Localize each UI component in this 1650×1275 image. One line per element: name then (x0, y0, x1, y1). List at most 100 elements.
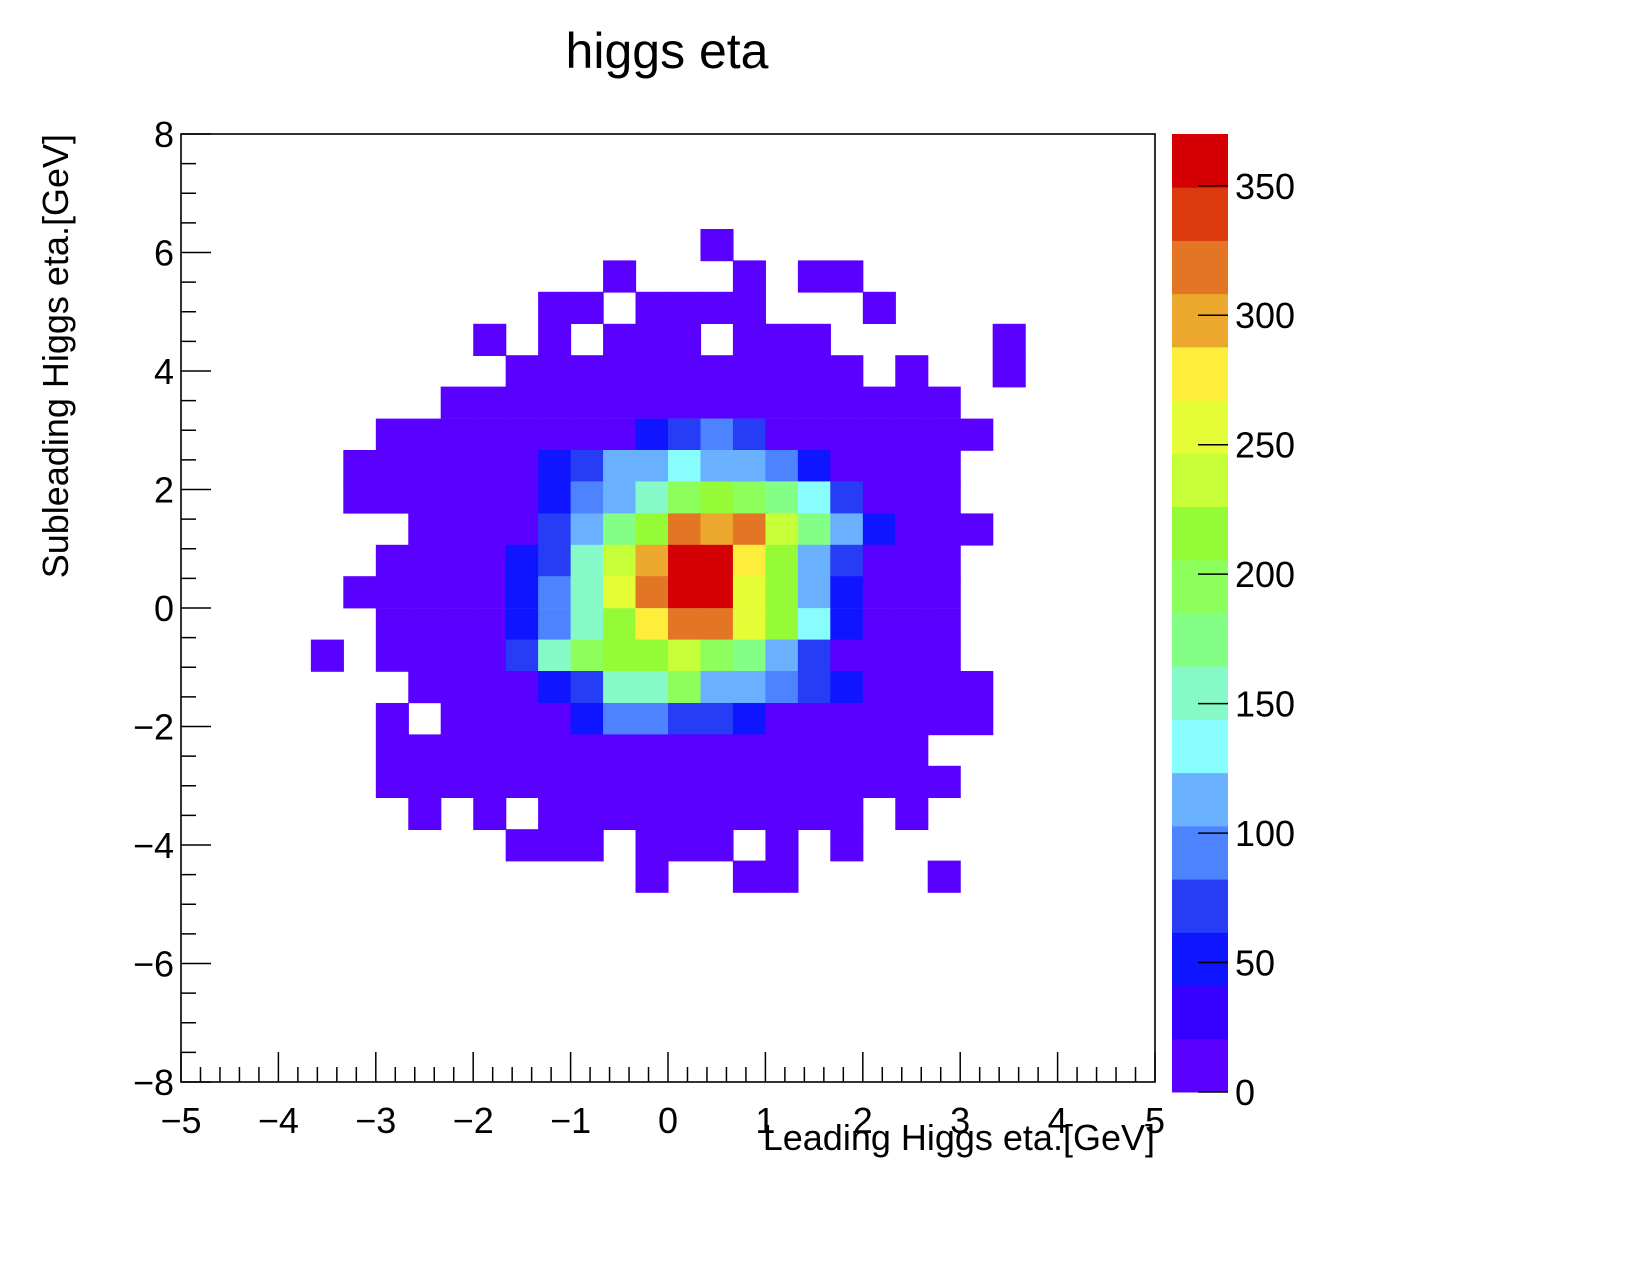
heatmap-cell (797, 671, 831, 704)
heatmap-cell (668, 576, 702, 609)
heatmap-cell (668, 608, 702, 641)
heatmap-cell (408, 734, 442, 767)
heatmap-cell (635, 639, 669, 672)
y-tick-label: −8 (133, 1062, 174, 1103)
colorbar-tick-label: 300 (1235, 295, 1295, 336)
heatmap-cell (700, 797, 734, 830)
heatmap-cell (668, 829, 702, 862)
colorbar-segment (1172, 293, 1228, 348)
heatmap-cell (862, 481, 896, 514)
heatmap-cell (440, 481, 474, 514)
heatmap-cell (408, 797, 442, 830)
heatmap-cell (895, 608, 929, 641)
heatmap-cell (473, 544, 507, 577)
heatmap-cell (473, 323, 507, 356)
heatmap-cell (992, 323, 1026, 356)
heatmap-cell (765, 418, 799, 451)
y-axis: −8 −6 −4 −2 0 2 4 6 8 (133, 114, 211, 1103)
colorbar-segment (1172, 453, 1228, 508)
heatmap-cell (927, 513, 961, 546)
heatmap-cell (635, 765, 669, 798)
colorbar-segment (1172, 240, 1228, 295)
heatmap-cell (538, 734, 572, 767)
heatmap-cell (830, 481, 864, 514)
heatmap-cell (797, 513, 831, 546)
heatmap-cell (473, 765, 507, 798)
heatmap-cell (408, 671, 442, 704)
y-tick-label: −4 (133, 825, 174, 866)
heatmap-cell (797, 639, 831, 672)
heatmap-cell (440, 544, 474, 577)
heatmap-cell (668, 765, 702, 798)
heatmap-cell (440, 513, 474, 546)
x-tick-label: −3 (355, 1100, 396, 1141)
heatmap-cell (765, 513, 799, 546)
x-tick-label: 1 (755, 1100, 775, 1141)
heatmap-cell (797, 386, 831, 419)
heatmap-cell (668, 703, 702, 736)
heatmap-cell (408, 576, 442, 609)
heatmap-cell (668, 513, 702, 546)
heatmap-cell (797, 765, 831, 798)
heatmap-cell (732, 450, 766, 483)
heatmap-cell (440, 639, 474, 672)
heatmap-cell (570, 797, 604, 830)
heatmap-cell (310, 639, 344, 672)
heatmap-cell (473, 734, 507, 767)
heatmap-cell (862, 576, 896, 609)
heatmap-cell (635, 418, 669, 451)
heatmap-cell (440, 703, 474, 736)
heatmap-cell (668, 797, 702, 830)
heatmap-cell (473, 481, 507, 514)
heatmap-cell (765, 386, 799, 419)
heatmap-cell (635, 797, 669, 830)
heatmap-cell (603, 418, 637, 451)
heatmap-cell (700, 576, 734, 609)
heatmap-cell (895, 576, 929, 609)
heatmap-cell (635, 355, 669, 388)
heatmap-cell (927, 671, 961, 704)
heatmap-cell (765, 797, 799, 830)
heatmap-cell (927, 860, 961, 893)
heatmap-cell (862, 291, 896, 324)
heatmap-cell (505, 418, 539, 451)
heatmap-cell (538, 291, 572, 324)
heatmap-cell (732, 797, 766, 830)
colorbar-segment (1172, 134, 1228, 188)
heatmap-cell (732, 608, 766, 641)
heatmap-cell (732, 386, 766, 419)
heatmap-cell (797, 576, 831, 609)
heatmap-cell (927, 608, 961, 641)
heatmap-cell (765, 481, 799, 514)
heatmap-cell (668, 323, 702, 356)
heatmap-cell (375, 481, 409, 514)
heatmap-cell (830, 765, 864, 798)
heatmap-cell (862, 734, 896, 767)
heatmap-cell (700, 291, 734, 324)
heatmap-cell (440, 734, 474, 767)
heatmap-cell (927, 703, 961, 736)
heatmap-cell (505, 513, 539, 546)
heatmap-cell (505, 703, 539, 736)
heatmap-cell (505, 765, 539, 798)
colorbar-tick-label: 350 (1235, 166, 1295, 207)
y-axis-title: Subleading Higgs eta.[GeV] (35, 134, 76, 578)
y-tick-label: −6 (133, 944, 174, 985)
colorbar-segment (1172, 825, 1228, 880)
heatmap-cell (830, 355, 864, 388)
colorbar-segment (1172, 613, 1228, 667)
heatmap-cell (505, 576, 539, 609)
heatmap-cell (603, 386, 637, 419)
heatmap-cell (895, 355, 929, 388)
heatmap-cell (440, 386, 474, 419)
heatmap-cell (570, 291, 604, 324)
heatmap-cell (732, 513, 766, 546)
heatmap-cell (440, 576, 474, 609)
heatmap-cell (895, 639, 929, 672)
heatmap-cell (668, 450, 702, 483)
heatmap-cell (830, 703, 864, 736)
heatmap-cell (668, 671, 702, 704)
heatmap-cell (830, 639, 864, 672)
heatmap-cell (473, 797, 507, 830)
heatmap-cell (765, 671, 799, 704)
